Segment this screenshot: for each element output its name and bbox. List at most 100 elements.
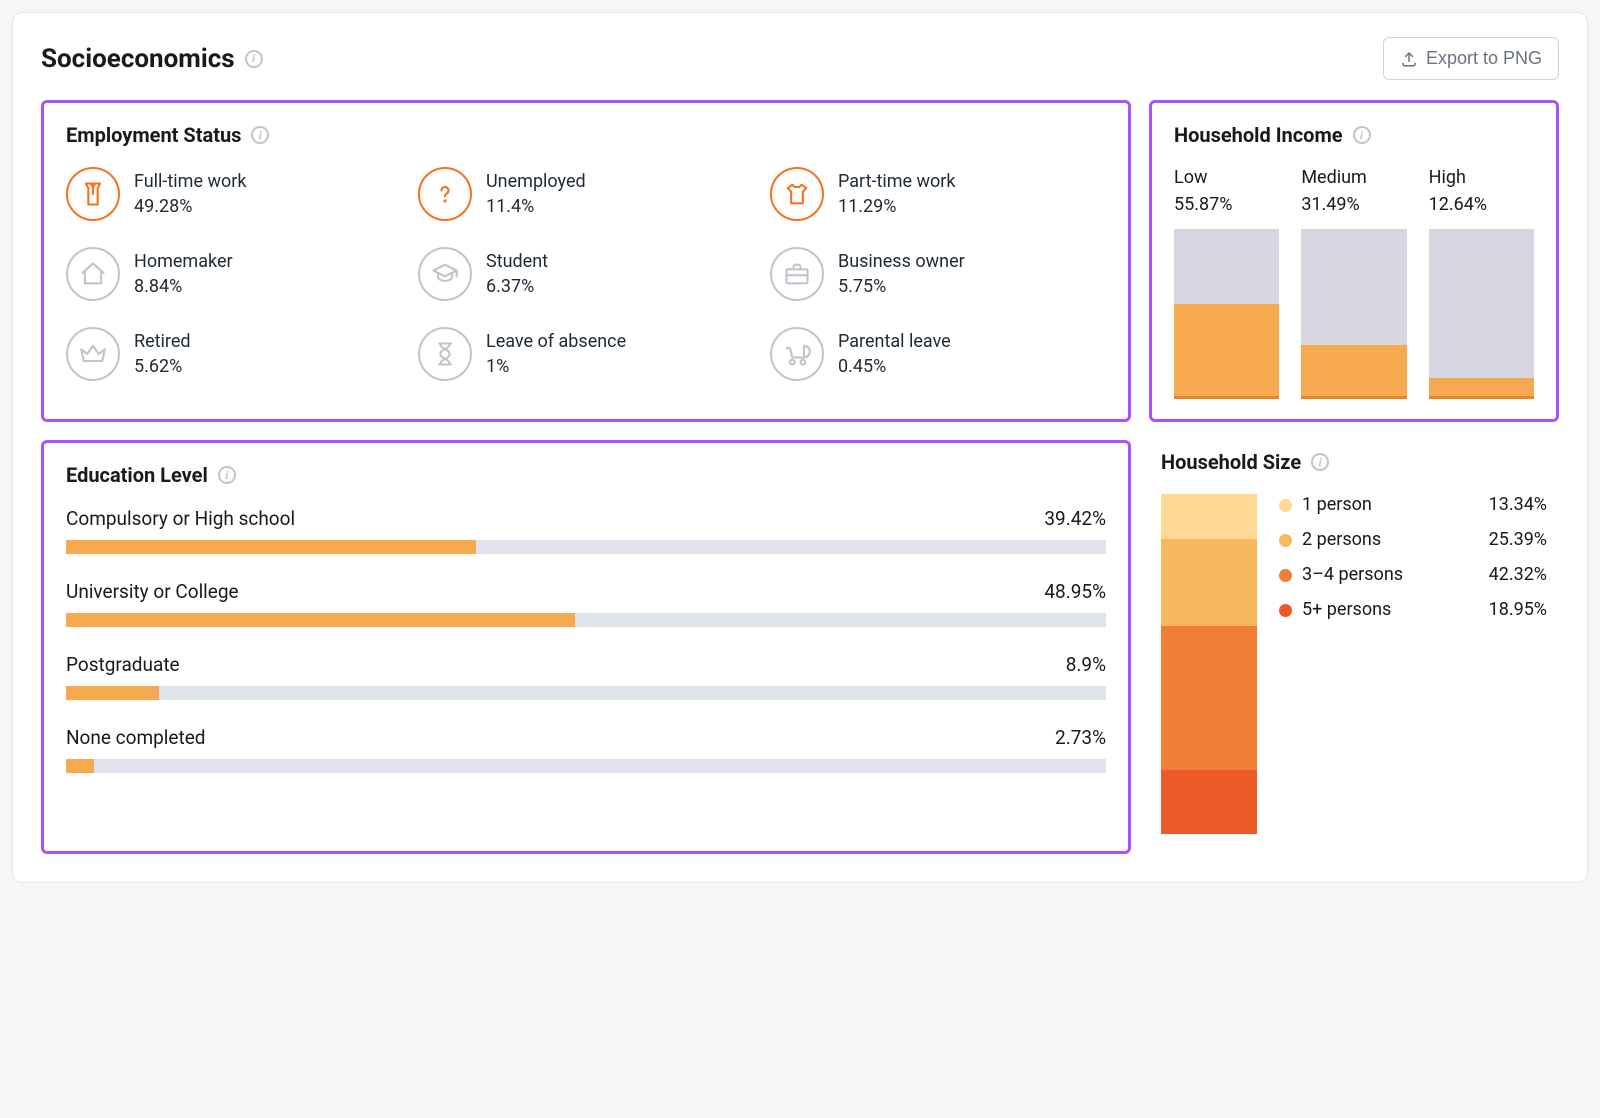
income-bar-track — [1301, 229, 1406, 399]
question-icon — [418, 167, 472, 221]
education-bar-track — [66, 613, 1106, 627]
info-icon[interactable]: i — [245, 50, 263, 68]
tshirt-icon — [770, 167, 824, 221]
info-icon[interactable]: i — [218, 466, 236, 484]
income-bar-fill — [1429, 378, 1534, 399]
household-size-legend-row: 2 persons 25.39% — [1279, 529, 1547, 550]
employment-items-grid: Full-time work 49.28% Unemployed 11.4% P… — [66, 167, 1106, 381]
income-label: High — [1429, 167, 1534, 188]
employment-item-label: Parental leave — [838, 331, 951, 352]
education-row-header: Postgraduate 8.9% — [66, 653, 1106, 676]
legend-label: 1 person — [1302, 494, 1479, 515]
income-bar-fill — [1174, 304, 1279, 399]
education-bar-fill — [66, 759, 94, 773]
socioeconomics-card: Socioeconomics i Export to PNG Employmen… — [12, 12, 1588, 883]
income-value: 31.49% — [1301, 194, 1406, 215]
income-bar-track — [1429, 229, 1534, 399]
employment-item-label: Homemaker — [134, 251, 233, 272]
education-bar-track — [66, 759, 1106, 773]
panel-title-text: Education Level — [66, 463, 208, 487]
education-bar-fill — [66, 686, 159, 700]
employment-item-value: 5.62% — [134, 356, 191, 377]
education-bar-fill — [66, 540, 476, 554]
household-size-stacked-bar — [1161, 494, 1257, 834]
employment-item-label: Full-time work — [134, 171, 246, 192]
education-row: University or College 48.95% — [66, 580, 1106, 627]
education-row-header: None completed 2.73% — [66, 726, 1106, 749]
employment-item-value: 8.84% — [134, 276, 233, 297]
panel-title: Household Income i — [1174, 123, 1534, 147]
info-icon[interactable]: i — [1353, 126, 1371, 144]
panel-title-text: Household Size — [1161, 450, 1301, 474]
legend-dot — [1279, 604, 1292, 617]
household-size-legend-row: 3–4 persons 42.32% — [1279, 564, 1547, 585]
employment-item-value: 6.37% — [486, 276, 548, 297]
household-income-panel: Household Income i Low 55.87% Medium 31.… — [1149, 100, 1559, 422]
export-png-button[interactable]: Export to PNG — [1383, 37, 1559, 80]
employment-item-text: Homemaker 8.84% — [134, 251, 233, 297]
employment-item-label: Business owner — [838, 251, 965, 272]
education-value: 39.42% — [1044, 507, 1106, 530]
crown-icon — [66, 327, 120, 381]
income-bar-fill — [1301, 345, 1406, 399]
employment-item-label: Unemployed — [486, 171, 586, 192]
employment-item: Leave of absence 1% — [418, 327, 754, 381]
education-bar-fill — [66, 613, 575, 627]
education-value: 8.9% — [1066, 653, 1106, 676]
employment-item-text: Leave of absence 1% — [486, 331, 626, 377]
household-size-segment — [1161, 539, 1257, 625]
income-column: Low 55.87% — [1174, 167, 1279, 399]
employment-item-value: 11.29% — [838, 196, 956, 217]
employment-item-text: Parental leave 0.45% — [838, 331, 951, 377]
income-label: Low — [1174, 167, 1279, 188]
employment-item: Full-time work 49.28% — [66, 167, 402, 221]
legend-value: 42.32% — [1489, 564, 1547, 585]
income-column: High 12.64% — [1429, 167, 1534, 399]
employment-item-value: 11.4% — [486, 196, 586, 217]
employment-status-panel: Employment Status i Full-time work 49.28… — [41, 100, 1131, 422]
info-icon[interactable]: i — [251, 126, 269, 144]
employment-item: Retired 5.62% — [66, 327, 402, 381]
household-size-legend-row: 1 person 13.34% — [1279, 494, 1547, 515]
employment-item-text: Student 6.37% — [486, 251, 548, 297]
education-row: None completed 2.73% — [66, 726, 1106, 773]
employment-item-value: 49.28% — [134, 196, 246, 217]
employment-item-value: 5.75% — [838, 276, 965, 297]
info-icon[interactable]: i — [1311, 453, 1329, 471]
card-header: Socioeconomics i Export to PNG — [41, 37, 1559, 80]
household-size-legend: 1 person 13.34% 2 persons 25.39% 3–4 per… — [1279, 494, 1547, 834]
panel-title-text: Employment Status — [66, 123, 241, 147]
employment-item-value: 0.45% — [838, 356, 951, 377]
employment-item-label: Leave of absence — [486, 331, 626, 352]
education-label: None completed — [66, 726, 206, 749]
employment-item: Part-time work 11.29% — [770, 167, 1106, 221]
shirt-tie-icon — [66, 167, 120, 221]
education-value: 48.95% — [1044, 580, 1106, 603]
household-size-panel: Household Size i 1 person 13.34% 2 perso… — [1149, 440, 1559, 854]
home-icon — [66, 247, 120, 301]
briefcase-icon — [770, 247, 824, 301]
education-bar-track — [66, 540, 1106, 554]
income-column: Medium 31.49% — [1301, 167, 1406, 399]
employment-item-text: Business owner 5.75% — [838, 251, 965, 297]
education-row-header: Compulsory or High school 39.42% — [66, 507, 1106, 530]
education-label: Postgraduate — [66, 653, 180, 676]
legend-dot — [1279, 534, 1292, 547]
grad-cap-icon — [418, 247, 472, 301]
stroller-icon — [770, 327, 824, 381]
legend-dot — [1279, 569, 1292, 582]
employment-item-value: 1% — [486, 356, 626, 377]
household-size-segment — [1161, 494, 1257, 539]
education-bar-track — [66, 686, 1106, 700]
page-title: Socioeconomics i — [41, 44, 263, 74]
employment-item-text: Full-time work 49.28% — [134, 171, 246, 217]
education-level-panel: Education Level i Compulsory or High sch… — [41, 440, 1131, 854]
panel-title-text: Household Income — [1174, 123, 1343, 147]
income-value: 12.64% — [1429, 194, 1534, 215]
export-button-label: Export to PNG — [1426, 48, 1542, 69]
panel-title: Employment Status i — [66, 123, 1106, 147]
employment-item-text: Retired 5.62% — [134, 331, 191, 377]
employment-item: Business owner 5.75% — [770, 247, 1106, 301]
employment-item-text: Unemployed 11.4% — [486, 171, 586, 217]
legend-label: 2 persons — [1302, 529, 1479, 550]
